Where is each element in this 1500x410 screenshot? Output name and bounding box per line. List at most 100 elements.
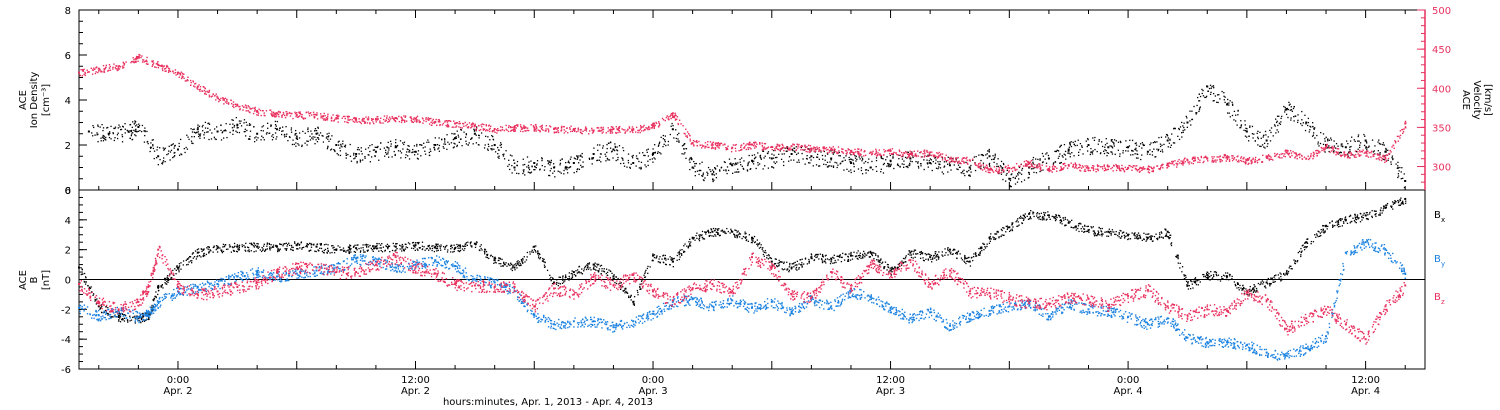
velocity-dot — [1064, 165, 1067, 167]
velocity-dot — [800, 149, 802, 151]
ion-density-dot — [168, 145, 170, 148]
velocity-dot — [393, 117, 395, 119]
bx-dot — [84, 283, 87, 285]
ion-density-dot — [803, 149, 805, 151]
bx-dot — [250, 242, 253, 244]
ion-density-point — [394, 146, 397, 149]
ion-density-dot — [369, 161, 372, 163]
bx-dot — [107, 306, 109, 309]
velocity-dot — [746, 143, 748, 145]
velocity-dot — [174, 71, 177, 74]
ion-density-dot — [927, 154, 929, 156]
ion-density-dot — [244, 130, 246, 133]
ion-density-dot — [442, 146, 444, 148]
ion-density-dot — [266, 122, 269, 124]
velocity-dot — [813, 150, 815, 152]
velocity-dot — [1173, 164, 1175, 166]
velocity-dot — [810, 149, 813, 151]
ion-density-dot — [1280, 117, 1282, 120]
ion-density-dot — [602, 145, 604, 147]
velocity-dot — [556, 128, 558, 130]
ion-density-dot — [275, 138, 277, 140]
velocity-dot — [1084, 168, 1086, 171]
velocity-dot — [173, 72, 175, 74]
ion-density-dot — [554, 176, 556, 178]
velocity-dot — [297, 116, 299, 118]
velocity-dot — [1179, 162, 1181, 164]
velocity-dot — [458, 126, 460, 128]
velocity-dot — [347, 122, 349, 124]
velocity-dot — [858, 154, 860, 156]
bx-dot — [256, 245, 259, 247]
ion-density-dot — [443, 147, 445, 149]
velocity-dot — [330, 120, 333, 122]
ion-density-dot — [316, 137, 319, 139]
velocity-dot — [510, 129, 513, 132]
velocity-dot — [1041, 164, 1043, 166]
ion-density-dot — [1065, 158, 1067, 160]
ion-density-dot — [152, 139, 154, 141]
velocity-dot — [435, 118, 437, 121]
ion-density-dot — [1251, 133, 1254, 135]
ion-density-dot — [356, 148, 359, 151]
ion-density-point — [196, 128, 199, 131]
velocity-dot — [1047, 169, 1049, 172]
ion-density-dot — [1372, 151, 1375, 153]
velocity-point — [1186, 159, 1189, 162]
velocity-dot — [570, 130, 572, 133]
velocity-dot — [928, 155, 930, 157]
ion-density-dot — [1058, 155, 1060, 157]
ion-density-dot — [172, 156, 174, 159]
ion-density-dot — [114, 126, 117, 128]
bottom-ytick-label: 2 — [65, 246, 71, 257]
ion-density-dot — [788, 156, 791, 158]
velocity-dot — [1300, 154, 1303, 157]
ion-density-dot — [663, 143, 665, 145]
ion-density-dot — [248, 123, 251, 125]
velocity-dot — [1200, 156, 1203, 159]
velocity-dot — [828, 151, 830, 153]
bx-dot — [138, 320, 140, 322]
velocity-dot — [81, 75, 83, 77]
velocity-dot — [358, 118, 360, 120]
ion-density-dot — [772, 157, 775, 159]
ion-density-dot — [640, 161, 643, 164]
ion-density-dot — [1228, 102, 1230, 104]
ion-density-dot — [730, 162, 732, 164]
velocity-dot — [219, 99, 221, 102]
ion-density-dot — [805, 157, 808, 160]
velocity-dot — [628, 127, 631, 129]
velocity-point — [78, 71, 80, 74]
velocity-dot — [641, 130, 643, 132]
ion-density-dot — [566, 168, 568, 171]
velocity-dot — [1261, 161, 1264, 163]
velocity-dot — [1316, 149, 1318, 152]
velocity-dot — [664, 119, 666, 122]
velocity-dot — [637, 131, 639, 134]
ion-density-dot — [331, 135, 333, 137]
ion-density-dot — [113, 139, 115, 142]
ion-density-dot — [1260, 145, 1262, 148]
velocity-dot — [1116, 167, 1119, 169]
ion-density-dot — [253, 125, 255, 128]
velocity-dot — [669, 114, 672, 116]
velocity-dot — [302, 117, 304, 120]
velocity-point — [1344, 153, 1347, 156]
ion-density-dot — [968, 174, 970, 177]
ion-density-dot — [185, 146, 187, 149]
bx-dot — [269, 249, 271, 251]
velocity-dot — [505, 128, 507, 130]
ion-density-dot — [597, 159, 599, 161]
ion-density-dot — [246, 129, 248, 132]
velocity-dot — [192, 80, 194, 82]
velocity-dot — [379, 121, 381, 124]
bx-dot — [264, 249, 266, 252]
ion-density-dot — [804, 163, 806, 165]
velocity-dot — [1294, 152, 1297, 154]
velocity-dot — [534, 128, 536, 131]
ion-density-dot — [457, 136, 460, 138]
velocity-dot — [716, 145, 718, 147]
velocity-dot — [986, 166, 988, 168]
ion-density-dot — [353, 158, 355, 160]
ion-density-dot — [433, 146, 435, 149]
